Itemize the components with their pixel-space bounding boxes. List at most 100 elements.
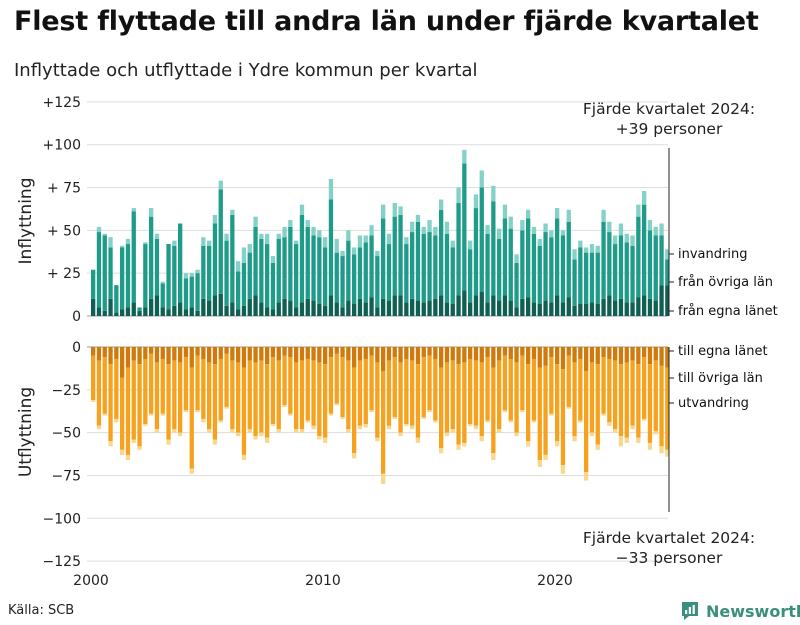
- bar-out-other: [265, 364, 270, 438]
- bar-out-local: [439, 347, 444, 368]
- bar-in-other: [363, 242, 368, 303]
- bar-in-local: [381, 298, 386, 316]
- bar-in-other: [560, 235, 566, 303]
- bar-in-local: [270, 309, 276, 316]
- bar-out-local: [363, 347, 368, 359]
- bar-out-other: [108, 364, 113, 442]
- bar-in-abroad: [299, 204, 305, 215]
- bar-out-abroad: [439, 448, 444, 454]
- bar-out-abroad: [630, 425, 635, 430]
- bar-in-other: [566, 221, 571, 298]
- bar-out-local: [247, 347, 252, 361]
- legend-out-label: till övriga län: [678, 371, 763, 386]
- bar-out-abroad: [305, 420, 310, 423]
- bar-out-local: [230, 347, 235, 361]
- bar-in-local: [91, 298, 96, 316]
- bar-in-local: [218, 293, 223, 316]
- bar-in-local: [595, 304, 600, 316]
- bar-out-abroad: [241, 454, 247, 461]
- bar-out-abroad: [282, 405, 287, 407]
- bar-in-local: [543, 300, 548, 316]
- bar-out-local: [485, 347, 490, 358]
- bar-in-abroad: [334, 238, 339, 253]
- bar-in-abroad: [282, 226, 287, 238]
- bar-out-other: [444, 362, 450, 433]
- y-tick-label: −75: [51, 468, 81, 484]
- bar-out-abroad: [247, 429, 252, 433]
- brand-logo[interactable]: Newsworthy: [680, 600, 800, 622]
- bar-out-local: [560, 347, 566, 370]
- x-tick-label: 2010: [305, 573, 341, 589]
- bar-in-local: [653, 300, 658, 316]
- bar-out-abroad: [363, 424, 368, 428]
- bar-out-local: [502, 347, 508, 356]
- bar-in-local: [375, 307, 380, 316]
- bar-in-abroad: [346, 230, 351, 241]
- bar-in-abroad: [230, 209, 235, 215]
- bar-out-other: [207, 362, 212, 430]
- bar-in-local: [404, 302, 409, 316]
- bar-in-local: [508, 300, 513, 316]
- bar-in-other: [305, 226, 310, 299]
- bar-out-abroad: [334, 403, 339, 406]
- bar-in-local: [276, 302, 281, 316]
- bar-out-abroad: [624, 437, 629, 443]
- bar-in-abroad: [154, 233, 160, 239]
- bar-in-abroad: [543, 223, 548, 233]
- legend-inflow: invandring från övriga län från egna länet: [669, 247, 778, 319]
- bar-out-other: [131, 360, 136, 440]
- bar-in-abroad: [218, 180, 223, 190]
- bar-out-abroad: [154, 429, 160, 433]
- bar-out-local: [166, 347, 171, 365]
- bar-in-local: [450, 304, 455, 316]
- bar-in-local: [473, 295, 479, 316]
- bar-out-abroad: [647, 442, 653, 450]
- bar-in-other: [270, 262, 276, 310]
- bar-in-abroad: [642, 190, 647, 205]
- bar-out-abroad: [160, 413, 165, 416]
- bar-out-other: [642, 357, 647, 419]
- bar-out-local: [375, 347, 380, 363]
- bar-in-local: [439, 295, 444, 316]
- bar-in-abroad: [108, 237, 113, 248]
- bar-in-local: [131, 302, 136, 316]
- bar-in-other: [294, 244, 299, 308]
- bar-out-local: [462, 347, 467, 363]
- bar-out-local: [386, 347, 392, 361]
- bar-in-local: [363, 302, 368, 316]
- bar-out-local: [299, 347, 305, 361]
- bar-out-abroad: [114, 418, 119, 423]
- x-tick-label: 2020: [537, 573, 573, 589]
- bar-out-other: [514, 362, 519, 433]
- bar-out-local: [450, 347, 455, 361]
- bar-in-local: [566, 297, 571, 316]
- bar-in-other: [450, 247, 455, 305]
- bar-in-other: [195, 273, 200, 311]
- bar-out-other: [421, 357, 426, 418]
- bar-out-other: [531, 358, 537, 421]
- bar-out-local: [613, 347, 618, 361]
- bar-in-local: [357, 298, 363, 316]
- bar-in-abroad: [323, 237, 328, 248]
- bar-in-other: [642, 204, 647, 296]
- x-axis-ticks: 2000 2010 2020: [73, 573, 573, 589]
- bar-out-abroad: [96, 425, 102, 430]
- bar-in-abroad: [404, 237, 409, 245]
- bar-in-abroad: [288, 220, 293, 227]
- bar-in-abroad: [427, 220, 432, 233]
- bar-in-other: [166, 244, 171, 310]
- bar-in-other: [497, 238, 502, 301]
- bar-in-other: [381, 218, 386, 299]
- bar-in-abroad: [665, 249, 670, 260]
- bar-out-local: [282, 347, 287, 356]
- bar-in-local: [328, 295, 334, 316]
- bar-out-other: [572, 362, 577, 437]
- bar-out-other: [114, 358, 119, 419]
- bar-out-local: [346, 347, 351, 361]
- bar-in-abroad: [201, 237, 206, 246]
- bar-out-abroad: [560, 465, 566, 474]
- bar-out-other: [288, 357, 293, 414]
- bar-in-other: [404, 244, 409, 303]
- bar-in-local: [584, 304, 589, 316]
